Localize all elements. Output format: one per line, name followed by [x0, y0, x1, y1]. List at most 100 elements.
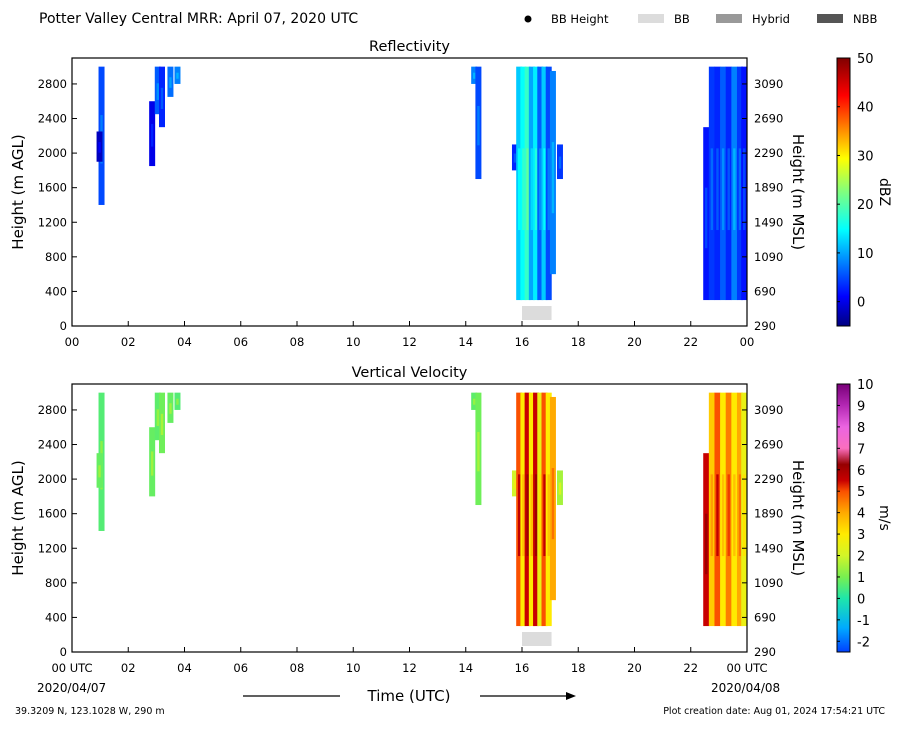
data-streak-core [710, 148, 714, 231]
data-streak-core [733, 148, 736, 231]
end-date-label: 2020/04/08 [711, 681, 780, 695]
data-streak-core [513, 479, 517, 489]
legend-label: NBB [853, 12, 877, 26]
x-tick-label: 00 UTC [51, 661, 92, 675]
arrow-right-icon [566, 692, 576, 700]
data-streak-core [547, 148, 550, 231]
x-tick-label: 00 UTC [726, 661, 767, 675]
y-tick-label: 800 [45, 576, 67, 590]
y-tick-label: 400 [45, 284, 67, 298]
x-tick-label: 12 [402, 335, 417, 349]
start-date-label: 2020/04/07 [37, 681, 106, 695]
colorbar-tick-label: 5 [857, 485, 865, 500]
data-streak-core [477, 431, 480, 472]
bb-height-marker [524, 15, 532, 23]
data-streak-core [742, 474, 746, 557]
y-tick-label: 1200 [38, 215, 67, 229]
data-streak-core [558, 482, 562, 495]
y-right-tick-label: 1890 [754, 181, 783, 195]
y-tick-label: 2400 [38, 112, 67, 126]
x-tick-label: 14 [458, 335, 473, 349]
y-tick-label: 0 [60, 319, 67, 333]
x-tick-label: 10 [346, 335, 361, 349]
x-tick-label: 14 [458, 661, 473, 675]
y-right-tick-label: 2290 [754, 146, 783, 160]
colorbar-label: m/s [876, 505, 892, 531]
x-tick-label: 20 [627, 661, 642, 675]
colorbar-tick-label: -1 [857, 614, 870, 629]
colorbar-tick-label: 6 [857, 464, 865, 479]
colorbar-tick-label: 0 [857, 296, 865, 311]
data-streak-core [477, 105, 480, 146]
data-streak-core [169, 403, 172, 414]
chart-panel-vertical-velocity: Vertical Velocity04008001200160020002400… [9, 365, 892, 675]
colorbar-tick-label: 10 [857, 247, 874, 262]
x-tick-label: 00 [740, 335, 755, 349]
data-streak-core [543, 474, 546, 557]
data-streak-core [539, 474, 542, 557]
data-streak-core [160, 413, 164, 436]
data-streak-core [472, 72, 476, 79]
y-right-tick-label: 690 [754, 284, 776, 298]
y-tick-label: 2400 [38, 438, 67, 452]
colorbar-tick-label: 40 [857, 101, 874, 116]
legend-label: Hybrid [752, 12, 790, 26]
data-streak-core [547, 474, 550, 557]
x-tick-label: 18 [571, 335, 586, 349]
data-streak-core [150, 123, 154, 147]
x-tick-label: 04 [177, 661, 192, 675]
data-streak-core [558, 156, 562, 169]
y-right-tick-label: 2290 [754, 472, 783, 486]
x-tick-label: 18 [571, 661, 586, 675]
y-right-tick-label: 290 [754, 319, 776, 333]
y-tick-label: 0 [60, 645, 67, 659]
x-tick-label: 08 [290, 661, 305, 675]
data-streak-core [710, 474, 714, 557]
data-streak-core [733, 474, 736, 557]
data-streak-core [727, 474, 730, 557]
data-streak-core [705, 513, 708, 575]
data-streak-core [738, 474, 742, 557]
y-right-axis-title: Height (m MSL) [789, 134, 807, 250]
data-streak-core [551, 142, 555, 214]
x-tick-label: 06 [233, 335, 248, 349]
y-right-tick-label: 1490 [754, 215, 783, 229]
x-tick-label: 00 [65, 335, 80, 349]
data-streak-core [526, 474, 529, 557]
y-right-tick-label: 2690 [754, 438, 783, 452]
y-tick-label: 2800 [38, 403, 67, 417]
colorbar-tick-label: 7 [857, 442, 865, 457]
data-streak-core [169, 77, 172, 88]
colorbar-tick-label: 2 [857, 550, 865, 565]
data-streak-core [513, 153, 517, 163]
x-tick-label: 20 [627, 335, 642, 349]
y-tick-label: 2000 [38, 472, 67, 486]
footer-creation-date: Plot creation date: Aug 01, 2024 17:54:2… [663, 706, 885, 717]
colorbar-tick-label: 9 [857, 399, 865, 414]
legend-swatch [638, 14, 664, 23]
y-tick-label: 1600 [38, 507, 67, 521]
data-streak-core [727, 148, 730, 231]
x-axis-title: Time (UTC) [367, 687, 451, 705]
y-axis-title: Height (m AGL) [9, 460, 27, 575]
data-streak-core [530, 148, 534, 231]
data-streak-core [176, 72, 179, 79]
data-streak-core [517, 148, 521, 231]
legend-label: BB [674, 12, 690, 26]
data-streak-core [150, 451, 154, 476]
colorbar-tick-label: 20 [857, 198, 874, 213]
colorbar-tick-label: -2 [857, 635, 870, 650]
data-streak-core [176, 398, 179, 405]
y-tick-label: 400 [45, 610, 67, 624]
x-tick-label: 10 [346, 661, 361, 675]
x-tick-label: 02 [121, 661, 136, 675]
y-right-tick-label: 3090 [754, 403, 783, 417]
y-axis-title: Height (m AGL) [9, 134, 27, 249]
data-streak-core [98, 142, 101, 153]
y-right-tick-label: 1890 [754, 507, 783, 521]
colorbar-tick-label: 50 [857, 52, 874, 67]
y-right-tick-label: 1490 [754, 541, 783, 555]
plot-frame [71, 383, 748, 653]
y-right-axis-title: Height (m MSL) [789, 460, 807, 576]
